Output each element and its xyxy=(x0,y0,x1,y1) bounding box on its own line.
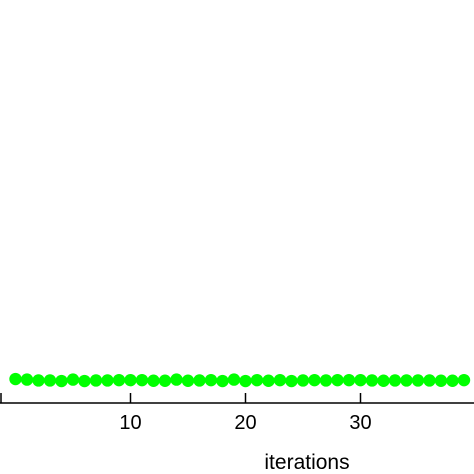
data-point xyxy=(273,373,287,387)
data-point xyxy=(112,373,126,387)
data-point xyxy=(147,374,160,387)
data-point xyxy=(227,373,241,386)
data-point xyxy=(170,373,183,386)
data-point xyxy=(135,373,149,387)
data-point xyxy=(89,374,103,387)
data-point xyxy=(78,374,91,388)
data-point xyxy=(388,374,402,387)
data-point xyxy=(308,373,321,387)
data-point xyxy=(400,374,413,387)
data-point xyxy=(434,374,448,387)
x-tick-label: 30 xyxy=(349,412,371,434)
data-point xyxy=(101,374,114,387)
data-point xyxy=(193,374,206,387)
x-tick-label: 20 xyxy=(234,412,256,434)
data-point xyxy=(457,373,471,387)
data-point xyxy=(331,373,344,387)
data-point xyxy=(319,374,333,387)
data-point xyxy=(124,373,137,387)
data-point xyxy=(204,373,218,387)
data-point xyxy=(411,374,425,387)
data-point xyxy=(32,374,45,387)
data-point xyxy=(423,374,436,387)
x-axis-label: iterations xyxy=(264,451,349,474)
data-point xyxy=(55,374,68,388)
data-point xyxy=(66,373,80,386)
data-point xyxy=(250,373,264,387)
data-point xyxy=(296,374,310,387)
data-point xyxy=(342,373,356,387)
data-series xyxy=(9,372,471,388)
x-axis-ticks: 10 20 30 xyxy=(0,393,372,434)
data-point xyxy=(239,374,252,388)
data-point xyxy=(354,373,367,387)
data-point xyxy=(285,374,298,388)
data-point xyxy=(262,374,275,387)
data-point xyxy=(158,374,172,387)
data-point xyxy=(365,374,379,387)
data-point xyxy=(20,373,34,386)
data-point xyxy=(377,374,390,387)
data-point xyxy=(43,374,57,387)
data-point xyxy=(9,372,22,386)
data-point xyxy=(181,374,195,387)
x-tick-label: 10 xyxy=(119,412,141,434)
data-point xyxy=(446,374,459,387)
data-point xyxy=(216,374,229,388)
